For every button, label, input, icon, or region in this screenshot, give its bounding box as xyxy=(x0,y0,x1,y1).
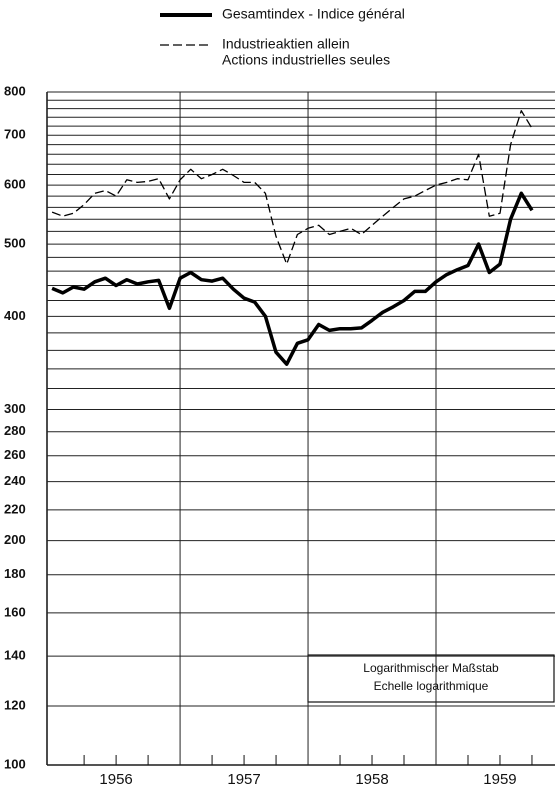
y-tick-label: 240 xyxy=(4,473,26,488)
y-tick-label: 280 xyxy=(4,423,26,438)
y-tick-label: 200 xyxy=(4,532,26,547)
legend-label: Industrieaktien allein xyxy=(222,36,350,52)
legend-label: Gesamtindex - Indice général xyxy=(222,6,405,22)
y-tick-label: 220 xyxy=(4,501,26,516)
y-tick-label: 700 xyxy=(4,127,26,142)
x-tick-label: 1958 xyxy=(355,771,388,788)
series-line xyxy=(51,191,534,366)
y-tick-label: 140 xyxy=(4,648,26,663)
x-tick-label: 1959 xyxy=(483,771,516,788)
y-tick-label: 400 xyxy=(4,308,26,323)
legend-label: Actions industrielles seules xyxy=(222,52,390,68)
y-tick-label: 500 xyxy=(4,236,26,251)
y-tick-label: 600 xyxy=(4,177,26,192)
y-tick-label: 300 xyxy=(4,401,26,416)
y-tick-label: 260 xyxy=(4,447,26,462)
x-tick-label: 1957 xyxy=(227,771,260,788)
annotation-text: Echelle logarithmique xyxy=(374,679,489,693)
series-line xyxy=(51,110,533,265)
annotation-text: Logarithmischer Maßstab xyxy=(363,661,499,675)
y-tick-label: 180 xyxy=(4,566,26,581)
x-tick-label: 1956 xyxy=(99,771,132,788)
y-tick-label: 800 xyxy=(4,83,26,98)
y-tick-label: 100 xyxy=(4,756,26,771)
y-tick-label: 160 xyxy=(4,604,26,619)
y-tick-label: 120 xyxy=(4,697,26,712)
annotation-box xyxy=(307,654,555,703)
